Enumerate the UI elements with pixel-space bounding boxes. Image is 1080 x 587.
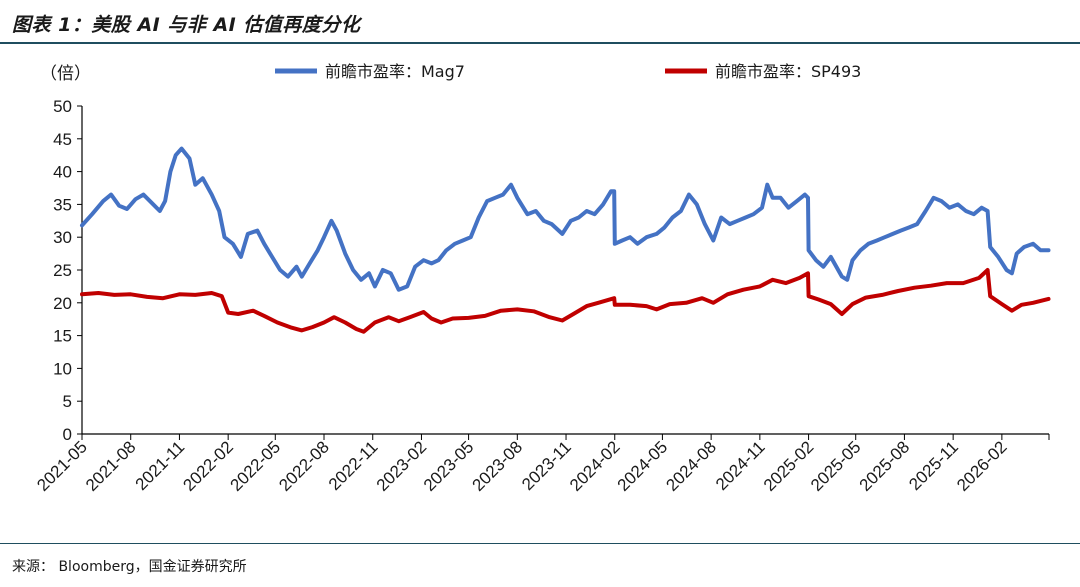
y-tick-label: 25: [53, 261, 72, 280]
x-tick-label: 2025-08: [856, 437, 914, 495]
source-note: 来源： Bloomberg，国金证券研究所: [12, 559, 247, 575]
x-tick-label: 2023-05: [420, 437, 478, 495]
y-tick-label: 0: [63, 425, 72, 444]
x-tick-label: 2022-02: [179, 437, 237, 495]
x-tick-label: 2024-08: [662, 437, 720, 495]
x-tick-label: 2025-02: [760, 437, 818, 495]
y-tick-label: 50: [53, 97, 72, 116]
x-tick-label: 2021-11: [132, 437, 189, 494]
x-tick-label: 2024-02: [566, 437, 624, 495]
y-tick-label: 5: [63, 392, 72, 411]
x-tick-label: 2021-05: [33, 437, 91, 495]
y-tick-label: 10: [53, 359, 72, 378]
x-axis: 2021-052021-082021-112022-022022-052022-…: [33, 433, 1050, 495]
y-tick-label: 45: [53, 130, 72, 149]
y-tick-label: 20: [53, 294, 72, 313]
x-tick-label: 2024-11: [712, 437, 769, 494]
series-group: [80, 146, 1051, 334]
x-tick-label: 2025-11: [905, 437, 962, 494]
x-tick-label: 2022-11: [325, 437, 382, 494]
x-tick-label: 2022-08: [275, 437, 333, 495]
x-tick-label: 2023-02: [373, 437, 431, 495]
y-axis: 0 5 10 15 20 25 30 35 40 45 50: [53, 97, 83, 444]
y-tick-label: 35: [53, 195, 72, 214]
y-tick-label: 15: [53, 327, 72, 346]
legend-label-mag7: 前瞻市盈率：Mag7: [325, 62, 465, 81]
x-tick-label: 2025-05: [807, 437, 865, 495]
footer-divider: [0, 543, 1080, 544]
line-chart: （倍） 前瞻市盈率：Mag7 前瞻市盈率：SP493 0 5 10 15 20 25 30 35…: [33, 62, 1051, 495]
x-tick-label: 2023-11: [518, 437, 575, 494]
x-tick-label: 2026-02: [953, 437, 1011, 495]
x-tick-label: 2021-08: [82, 437, 140, 495]
y-tick-label: 30: [53, 228, 72, 247]
y-axis-label: （倍）: [40, 64, 91, 83]
series-line-sp493: [80, 268, 1051, 334]
x-tick-label: 2022-05: [227, 437, 285, 495]
legend: 前瞻市盈率：Mag7 前瞻市盈率：SP493: [275, 62, 861, 81]
y-tick-label: 40: [53, 163, 72, 182]
x-tick-label: 2023-08: [469, 437, 527, 495]
x-tick-label: 2024-05: [614, 437, 672, 495]
header-divider: [0, 42, 1080, 44]
legend-label-sp493: 前瞻市盈率：SP493: [715, 62, 861, 81]
chart-title: 图表 1：美股 AI 与非 AI 估值再度分化: [12, 14, 361, 36]
series-line-mag7: [80, 146, 1051, 292]
